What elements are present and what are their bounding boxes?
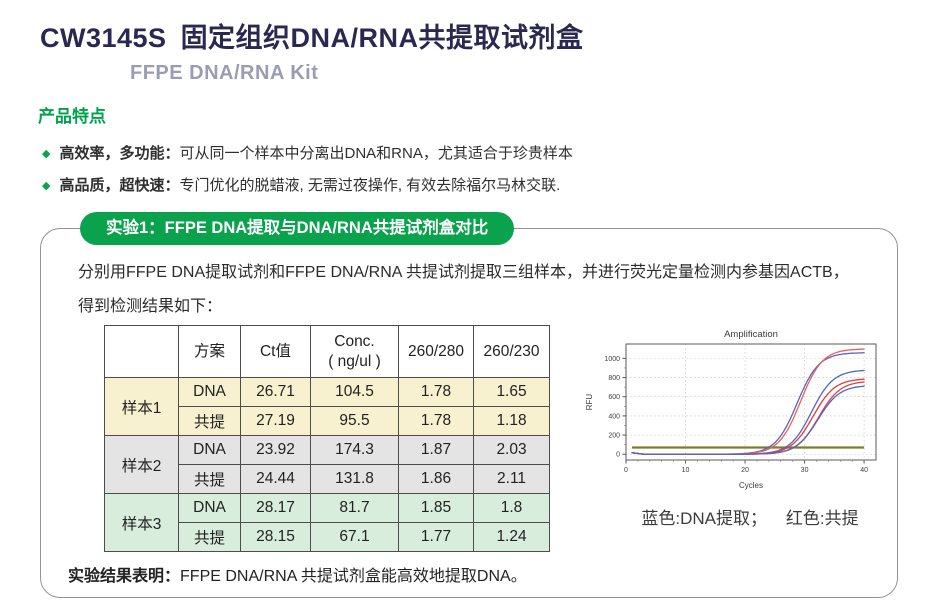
table-cell: 2.03 bbox=[473, 435, 551, 465]
table-cell: 1.87 bbox=[397, 435, 475, 465]
svg-text:200: 200 bbox=[608, 433, 620, 440]
experiment-description: 分别用FFPE DNA提取试剂和FFPE DNA/RNA 共提试剂提取三组样本，… bbox=[78, 264, 849, 315]
table-cell: 67.1 bbox=[310, 522, 399, 552]
table-cell: 24.44 bbox=[240, 464, 311, 494]
table-cell: 1.8 bbox=[473, 493, 551, 523]
svg-text:0: 0 bbox=[624, 467, 628, 474]
feature-item: ◆ 高效率，多功能：可从同一个样本中分离出DNA和RNA，尤其适合于珍贵样本 bbox=[42, 142, 573, 163]
experiment-conclusion: 实验结果表明：FFPE DNA/RNA 共提试剂盒能高效地提取DNA。 bbox=[68, 562, 527, 586]
amplification-curve bbox=[631, 369, 865, 455]
table-row: 样本3 DNA 28.17 81.7 1.85 1.8 bbox=[104, 493, 551, 552]
chart-axis-ticks: 0 200 400 600 800 1000 0 10 20 30 40 bbox=[604, 356, 868, 474]
feature-text: 可从同一个样本中分离出DNA和RNA，尤其适合于珍贵样本 bbox=[179, 145, 573, 162]
feature-label: 高效率，多功能： bbox=[59, 145, 180, 162]
table-row: 共提 24.44 131.8 1.86 2.11 bbox=[104, 464, 551, 494]
chart-title: Amplification bbox=[724, 329, 778, 340]
table-cell: 1.24 bbox=[473, 522, 551, 552]
table-cell: 26.71 bbox=[240, 377, 311, 407]
sample-label: 样本1 bbox=[104, 377, 179, 436]
table-cell: 1.18 bbox=[473, 406, 551, 436]
table-cell: 27.19 bbox=[240, 406, 311, 436]
table-cell: 1.77 bbox=[397, 522, 475, 552]
table-cell: 95.5 bbox=[310, 406, 399, 436]
header-cell-sample bbox=[104, 325, 179, 378]
table-row: 共提 28.15 67.1 1.77 1.24 bbox=[104, 522, 551, 552]
table-cell: 2.11 bbox=[473, 464, 551, 494]
y-axis-label: RFU bbox=[585, 394, 594, 411]
page-subtitle: FFPE DNA/RNA Kit bbox=[130, 62, 319, 84]
experiment-badge: 实验1：FFPE DNA提取与DNA/RNA共提试剂盒对比 bbox=[80, 212, 515, 245]
sample-label: 样本2 bbox=[104, 435, 179, 494]
results-table-wrap: 方案 Ct值 Conc. ( ng/ul ) 260/280 260/230 样… bbox=[104, 325, 551, 552]
results-table: 方案 Ct值 Conc. ( ng/ul ) 260/280 260/230 样… bbox=[104, 325, 551, 552]
svg-text:800: 800 bbox=[608, 375, 620, 382]
amplification-curve bbox=[631, 385, 865, 455]
chart-curves bbox=[631, 348, 865, 455]
table-cell: 23.92 bbox=[240, 435, 311, 465]
table-cell: DNA bbox=[178, 377, 241, 407]
plot-frame bbox=[625, 343, 877, 461]
header-cell-260-230: 260/230 bbox=[473, 325, 551, 378]
header-cell-ct: Ct值 bbox=[240, 325, 311, 378]
table-cell: 1.85 bbox=[397, 493, 475, 523]
table-cell: DNA bbox=[178, 435, 241, 465]
table-cell: 28.17 bbox=[240, 493, 311, 523]
table-row: 样本1 DNA 26.71 104.5 1.78 1.65 bbox=[104, 377, 551, 436]
svg-text:40: 40 bbox=[860, 467, 868, 474]
feature-text: 专门优化的脱蜡液, 无需过夜操作, 有效去除福尔马林交联. bbox=[179, 177, 561, 194]
conclusion-text: FFPE DNA/RNA 共提试剂盒能高效地提取DNA。 bbox=[180, 568, 527, 585]
product-code: CW3145S bbox=[40, 23, 167, 53]
table-cell: 131.8 bbox=[310, 464, 399, 494]
features-heading: 产品特点 bbox=[38, 107, 106, 126]
product-name: 固定组织DNA/RNA共提取试剂盒 bbox=[180, 23, 584, 53]
sample-label: 样本3 bbox=[104, 493, 179, 552]
svg-text:10: 10 bbox=[682, 467, 690, 474]
table-cell: 1.65 bbox=[473, 377, 551, 407]
x-axis-label: Cycles bbox=[739, 481, 763, 490]
table-cell: 174.3 bbox=[310, 435, 399, 465]
amplification-curve bbox=[631, 378, 865, 455]
header-cell-scheme: 方案 bbox=[178, 325, 241, 378]
amplification-chart: Amplification 0 200 400 600 800 1000 0 10 20 30 40… bbox=[580, 326, 910, 504]
table-cell: 1.86 bbox=[397, 464, 475, 494]
table-cell: 1.78 bbox=[397, 406, 475, 436]
table-row: 样本2 DNA 23.92 174.3 1.87 2.03 bbox=[104, 435, 551, 494]
table-cell: 81.7 bbox=[310, 493, 399, 523]
svg-text:30: 30 bbox=[801, 467, 809, 474]
chart-svg: Amplification 0 200 400 600 800 1000 0 10 20 30 40… bbox=[585, 329, 877, 490]
chart-legend-note: 蓝色:DNA提取； 红色:共提 bbox=[641, 509, 859, 528]
svg-text:1000: 1000 bbox=[604, 356, 620, 363]
svg-text:600: 600 bbox=[608, 394, 620, 401]
header-cell-260-280: 260/280 bbox=[397, 325, 475, 378]
table-cell: 共提 bbox=[178, 406, 241, 436]
table-body: 样本1 DNA 26.71 104.5 1.78 1.65 共提 27.19 95.5 1.78 1… bbox=[104, 377, 551, 552]
table-cell: 104.5 bbox=[310, 377, 399, 407]
table-cell: 共提 bbox=[178, 464, 241, 494]
table-header: 方案 Ct值 Conc. ( ng/ul ) 260/280 260/230 bbox=[104, 325, 551, 378]
table-cell: 共提 bbox=[178, 522, 241, 552]
table-cell: DNA bbox=[178, 493, 241, 523]
header-cell-conc: Conc. ( ng/ul ) bbox=[310, 325, 399, 378]
feature-item: ◆ 高品质，超快速：专门优化的脱蜡液, 无需过夜操作, 有效去除福尔马林交联. bbox=[42, 174, 560, 195]
page-title: CW3145S 固定组织DNA/RNA共提取试剂盒 bbox=[40, 16, 584, 55]
diamond-bullet-icon: ◆ bbox=[42, 180, 51, 192]
svg-text:20: 20 bbox=[741, 467, 749, 474]
chart-gridlines bbox=[626, 344, 876, 460]
conclusion-label: 实验结果表明： bbox=[68, 568, 181, 585]
table-cell: 1.78 bbox=[397, 377, 475, 407]
svg-text:400: 400 bbox=[608, 413, 620, 420]
table-row: 共提 27.19 95.5 1.78 1.18 bbox=[104, 406, 551, 436]
feature-label: 高品质，超快速： bbox=[59, 177, 180, 194]
table-cell: 28.15 bbox=[240, 522, 311, 552]
diamond-bullet-icon: ◆ bbox=[42, 148, 51, 160]
svg-text:0: 0 bbox=[616, 452, 620, 459]
